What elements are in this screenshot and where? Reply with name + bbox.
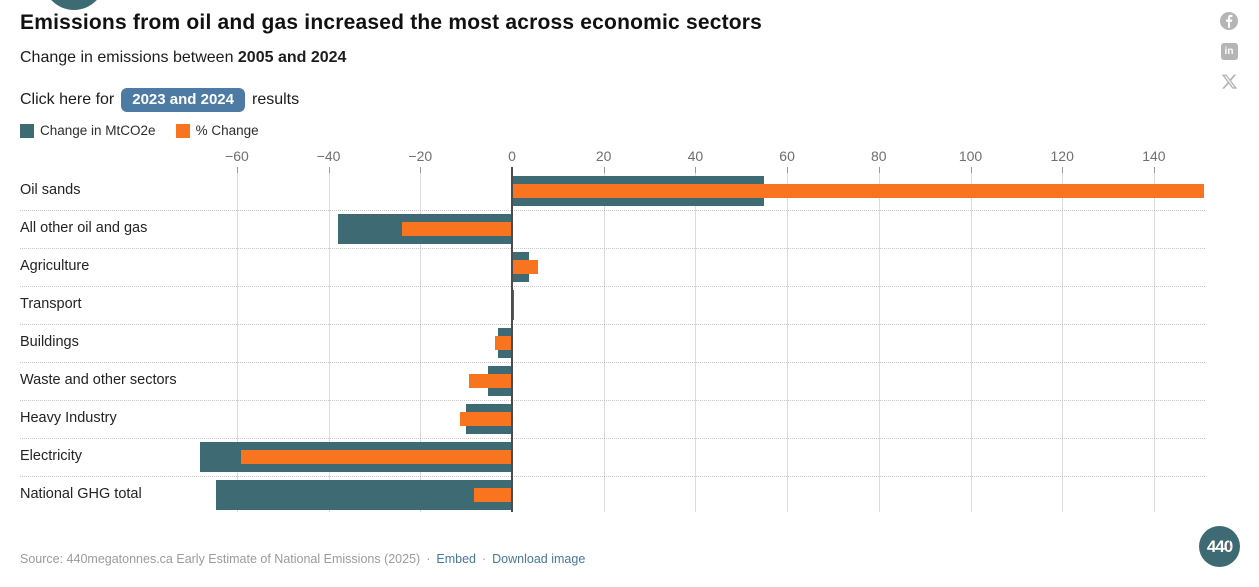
gridline <box>603 167 605 512</box>
axis-tick-mark <box>695 167 697 173</box>
axis-tick-mark <box>328 167 330 173</box>
download-image-link[interactable]: Download image <box>492 552 586 566</box>
x-axis-tick-label: 20 <box>595 148 612 164</box>
gridline <box>1153 167 1155 512</box>
axis-tick-mark <box>603 167 605 173</box>
page-title: Emissions from oil and gas increased the… <box>20 11 763 34</box>
x-axis-tick-label: 140 <box>1142 148 1166 164</box>
gridline <box>787 167 789 512</box>
row-separator <box>20 400 1205 401</box>
axis-tick-mark <box>236 167 238 173</box>
axis-tick-mark <box>878 167 880 173</box>
category-label: Transport <box>20 296 82 312</box>
legend-swatch <box>175 123 190 138</box>
gridline <box>695 167 697 512</box>
x-axis-tick-label: 120 <box>1050 148 1074 164</box>
source-note: Source: 440megatonnes.ca Early Estimate … <box>20 552 421 566</box>
top-logo-arc <box>43 0 105 10</box>
category-label: Heavy Industry <box>20 410 117 426</box>
share-toolbar: in <box>1219 12 1239 91</box>
bar-percent-oil-sands <box>512 184 1205 198</box>
axis-tick-mark <box>970 167 972 173</box>
facebook-icon[interactable] <box>1220 12 1238 30</box>
gridline <box>878 167 880 512</box>
x-axis-tick-label: 0 <box>508 148 516 164</box>
bar-percent-heavy-industry <box>459 412 512 426</box>
bar-percent-waste-and-other-sectors <box>468 374 512 388</box>
gridline <box>328 167 330 512</box>
x-axis-tick-label: 40 <box>687 148 704 164</box>
bar-percent-national-ghg-total <box>473 488 512 502</box>
x-axis-tick-label: 80 <box>871 148 887 164</box>
bar-chart: −60 −40 −20 0 20 40 60 80 100 120 140 Oil sands All … <box>0 148 1259 516</box>
cta-suffix: results <box>252 91 300 108</box>
row-separator <box>20 324 1205 325</box>
row-separator <box>20 248 1205 249</box>
gridline <box>1062 167 1064 512</box>
logo-down-arrow-icon: ↓ <box>1226 535 1233 551</box>
logo-text: 440 <box>1206 536 1233 556</box>
legend-label: Change in MtCO2e <box>40 123 156 138</box>
axis-tick-mark <box>420 167 422 173</box>
legend-label: % Change <box>195 123 259 138</box>
bar-percent-agriculture <box>512 260 539 274</box>
x-axis-tick-label: −20 <box>408 148 433 164</box>
bar-percent-electricity <box>241 450 512 464</box>
subtitle-daterange: 2005 and 2024 <box>237 49 347 66</box>
zero-baseline <box>511 167 513 512</box>
category-label: Electricity <box>20 448 83 464</box>
gridline <box>236 167 238 512</box>
axis-tick-mark <box>1062 167 1064 173</box>
toggle-years-button[interactable]: 2023 and 2024 <box>121 88 245 112</box>
x-axis-tick-label: −60 <box>225 148 249 164</box>
x-axis-tick-label: 60 <box>779 148 795 164</box>
axis-tick-mark <box>1153 167 1155 173</box>
linkedin-icon[interactable]: in <box>1220 43 1238 60</box>
category-label: Oil sands <box>20 182 81 198</box>
category-label: Buildings <box>20 334 79 350</box>
footer-separator: · <box>426 552 431 566</box>
row-separator <box>20 362 1205 363</box>
category-label: Waste and other sectors <box>20 372 177 388</box>
category-label: Agriculture <box>20 258 90 274</box>
chart-subtitle: Change in emissions between 2005 and 202… <box>20 49 346 67</box>
bar-mtco2e-national-ghg-total <box>216 480 512 510</box>
gridline <box>420 167 422 512</box>
axis-tick-mark <box>787 167 789 173</box>
x-axis-tick-label: 100 <box>958 148 983 164</box>
legend-item-1: % Change <box>175 123 259 138</box>
cta-prefix: Click here for <box>20 91 115 108</box>
row-separator <box>20 438 1205 439</box>
footer-separator: · <box>481 552 487 566</box>
x-icon[interactable] <box>1220 73 1238 91</box>
embed-link[interactable]: Embed <box>436 552 476 566</box>
footer: Source: 440megatonnes.ca Early Estimate … <box>20 552 585 566</box>
bar-percent-all-other-oil-and-gas <box>401 222 512 236</box>
chart-legend: Change in MtCO2e % Change <box>20 123 259 138</box>
bar-percent-buildings <box>495 336 512 350</box>
row-separator <box>20 210 1205 211</box>
legend-item-0: Change in MtCO2e <box>20 123 156 138</box>
category-label: National GHG total <box>20 486 142 502</box>
x-axis-tick-label: −40 <box>316 148 341 164</box>
row-separator <box>20 476 1205 477</box>
gridline <box>970 167 972 512</box>
category-label: All other oil and gas <box>20 220 148 236</box>
440megatonnes-logo[interactable]: 440 ↓ <box>1199 526 1240 567</box>
row-separator <box>20 286 1205 287</box>
cta-row: Click here for 2023 and 2024 results <box>20 88 299 112</box>
legend-swatch <box>20 123 34 138</box>
subtitle-text: Change in emissions between <box>20 49 238 66</box>
